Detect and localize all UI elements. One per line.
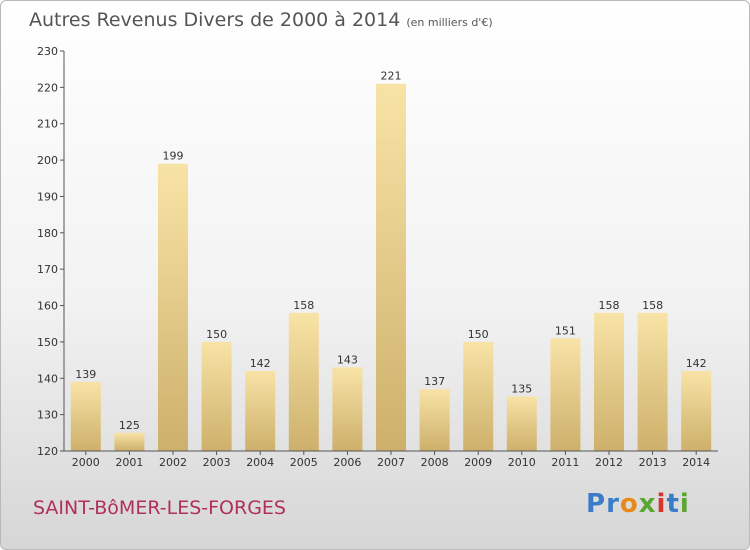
data-label-2006: 143 xyxy=(337,353,358,366)
data-label-2001: 125 xyxy=(119,419,140,432)
data-label-2009: 150 xyxy=(468,328,489,341)
logo-letter-2: o xyxy=(619,489,639,519)
data-label-2005: 158 xyxy=(293,299,314,312)
y-tick-label-190: 190 xyxy=(37,190,58,203)
data-label-2012: 158 xyxy=(599,299,620,312)
x-tick-label-2007: 2007 xyxy=(377,456,405,469)
bar-2014 xyxy=(681,371,712,451)
axes-group: 2000 2001 2002 2003 2004 2005 2006 2007 2008 2009… xyxy=(37,45,718,469)
x-tick-label-2008: 2008 xyxy=(421,456,449,469)
bar-2011 xyxy=(550,338,581,451)
bar-2001 xyxy=(114,432,145,451)
commune-name: SAINT-BôMER-LES-FORGES xyxy=(33,497,286,519)
logo-letter-0: P xyxy=(586,489,607,519)
data-label-2002: 199 xyxy=(163,150,184,163)
data-label-2011: 151 xyxy=(555,324,576,337)
logo-letter-5: t xyxy=(666,489,680,519)
x-tick-label-2000: 2000 xyxy=(72,456,100,469)
x-tick-label-2001: 2001 xyxy=(115,456,143,469)
x-tick-label-2003: 2003 xyxy=(203,456,231,469)
bar-2004 xyxy=(245,371,276,451)
proxiti-logo: Proxiti xyxy=(586,489,690,519)
x-tick-label-2005: 2005 xyxy=(290,456,318,469)
data-label-2013: 158 xyxy=(642,299,663,312)
x-tick-label-2002: 2002 xyxy=(159,456,187,469)
x-tick-label-2009: 2009 xyxy=(464,456,492,469)
bar-2007 xyxy=(376,83,406,452)
logo-letter-4: i xyxy=(656,489,667,519)
chart-title: Autres Revenus Divers de 2000 à 2014 (en … xyxy=(29,9,493,31)
y-tick-label-120: 120 xyxy=(37,445,58,458)
data-label-2000: 139 xyxy=(75,368,96,381)
y-tick-label-200: 200 xyxy=(37,154,58,167)
data-label-2007: 221 xyxy=(381,70,402,83)
bar-2006 xyxy=(332,367,363,451)
y-tick-label-140: 140 xyxy=(37,372,58,385)
y-tick-label-220: 220 xyxy=(37,81,58,94)
x-tick-label-2014: 2014 xyxy=(682,456,710,469)
logo-letter-1: r xyxy=(606,489,620,519)
x-tick-label-2012: 2012 xyxy=(595,456,623,469)
y-tick-label-230: 230 xyxy=(37,45,58,58)
bar-2010 xyxy=(506,396,537,451)
bar-2000 xyxy=(70,381,101,451)
chart-subtitle: (en milliers d'€) xyxy=(406,16,493,29)
bar-2012 xyxy=(594,312,624,451)
y-tick-label-150: 150 xyxy=(37,336,58,349)
bar-2003 xyxy=(201,341,232,451)
data-label-2014: 142 xyxy=(686,357,707,370)
data-label-2003: 150 xyxy=(206,328,227,341)
y-tick-label-160: 160 xyxy=(37,300,58,313)
data-label-2008: 137 xyxy=(424,375,445,388)
y-tick-label-170: 170 xyxy=(37,263,58,276)
bars-group: 139 125 199 150 142 158 143 221 137 150 135 151 158 1… xyxy=(70,70,712,452)
x-tick-label-2004: 2004 xyxy=(246,456,274,469)
data-label-2004: 142 xyxy=(250,357,271,370)
y-tick-label-130: 130 xyxy=(37,409,58,422)
y-tick-label-210: 210 xyxy=(37,118,58,131)
data-label-2010: 135 xyxy=(511,382,532,395)
x-tick-label-2013: 2013 xyxy=(639,456,667,469)
logo-letter-6: i xyxy=(679,489,690,519)
bar-2009 xyxy=(463,341,494,451)
x-tick-label-2006: 2006 xyxy=(333,456,361,469)
bar-2013 xyxy=(637,312,668,451)
x-tick-label-2010: 2010 xyxy=(508,456,536,469)
bar-2005 xyxy=(288,312,319,451)
y-tick-label-180: 180 xyxy=(37,227,58,240)
bar-2008 xyxy=(419,389,450,451)
chart-title-text: Autres Revenus Divers de 2000 à 2014 xyxy=(29,9,401,31)
bar-2002 xyxy=(158,163,188,451)
logo-letter-3: x xyxy=(638,489,657,519)
x-tick-label-2011: 2011 xyxy=(551,456,579,469)
